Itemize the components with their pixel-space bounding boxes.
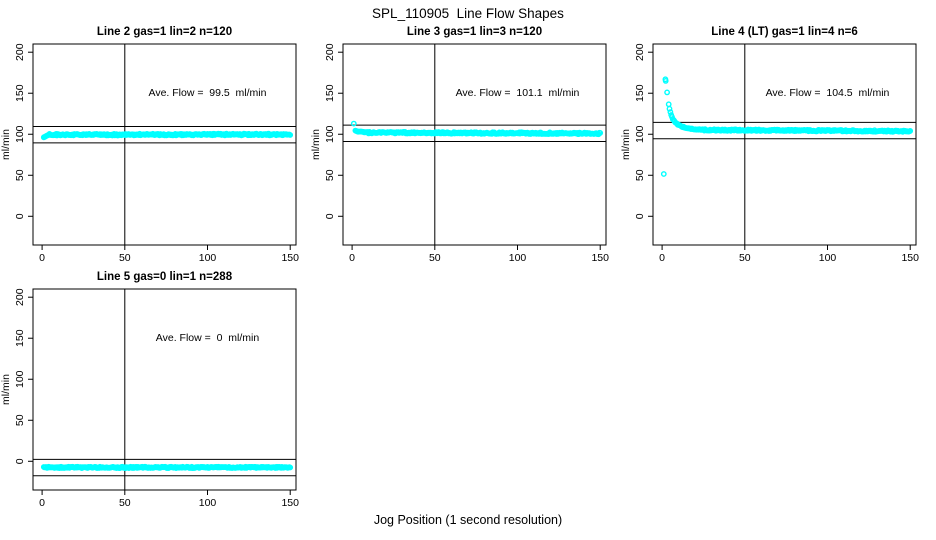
panel-1: 0 50 100 150 0 50 100 150 200 ml/min Line 2 gas=1 … bbox=[0, 26, 299, 264]
annotation: Ave. Flow = 104.5 ml/min bbox=[766, 87, 890, 99]
data-point bbox=[664, 89, 670, 96]
y-axis-title: ml/min bbox=[310, 129, 322, 160]
x-tick-label: 0 bbox=[659, 252, 665, 264]
axis-box bbox=[342, 43, 607, 246]
x-tick-label: 0 bbox=[39, 252, 45, 264]
panel-title: Line 5 gas=0 lin=1 n=288 bbox=[97, 271, 233, 283]
y-tick-label: 50 bbox=[634, 169, 646, 181]
panel-title: Line 2 gas=1 lin=2 n=120 bbox=[97, 26, 232, 38]
y-tick-label: 50 bbox=[14, 169, 26, 181]
y-axis-title: ml/min bbox=[0, 374, 12, 405]
panel-title: Line 3 gas=1 lin=3 n=120 bbox=[407, 26, 542, 38]
y-tick-label: 150 bbox=[324, 84, 336, 102]
annotation: Ave. Flow = 101.1 ml/min bbox=[456, 87, 580, 99]
data-point bbox=[662, 78, 669, 84]
x-tick-label: 50 bbox=[429, 252, 441, 264]
data-point bbox=[287, 464, 294, 471]
y-tick-label: 100 bbox=[14, 125, 26, 143]
y-axis-title: ml/min bbox=[0, 129, 12, 160]
data-points bbox=[40, 463, 294, 471]
panel-3: 0 50 100 150 0 50 100 150 200 ml/min Line 4 (LT) g… bbox=[620, 26, 919, 264]
x-tick-label: 150 bbox=[281, 252, 299, 264]
x-tick-label: 150 bbox=[281, 497, 299, 509]
figure-title: SPL_110905 Line Flow Shapes bbox=[372, 6, 564, 21]
y-tick-label: 200 bbox=[634, 43, 646, 61]
x-tick-label: 50 bbox=[119, 497, 131, 509]
x-tick-label: 150 bbox=[901, 252, 919, 264]
y-tick-label: 100 bbox=[14, 370, 26, 388]
y-tick-label: 100 bbox=[634, 125, 646, 143]
panel-title: Line 4 (LT) gas=1 lin=4 n=6 bbox=[711, 26, 857, 38]
x-axis-label: Jog Position (1 second resolution) bbox=[373, 513, 563, 527]
x-tick-label: 100 bbox=[199, 252, 217, 264]
y-tick-label: 150 bbox=[634, 84, 646, 102]
annotation: Ave. Flow = 99.5 ml/min bbox=[149, 87, 267, 99]
x-tick-label: 100 bbox=[199, 497, 217, 509]
panel-4: 0 50 100 150 0 50 100 150 200 ml/min Line 5 gas=0 … bbox=[0, 271, 299, 509]
data-point bbox=[350, 120, 357, 127]
data-point bbox=[667, 109, 674, 116]
x-tick-label: 0 bbox=[349, 252, 355, 264]
panel-2: 0 50 100 150 0 50 100 150 200 ml/min Line 3 gas=1 … bbox=[310, 26, 609, 264]
x-tick-label: 150 bbox=[591, 252, 609, 264]
y-tick-label: 0 bbox=[14, 213, 26, 219]
data-points bbox=[350, 120, 604, 138]
y-tick-label: 0 bbox=[634, 213, 646, 219]
x-tick-label: 50 bbox=[739, 252, 751, 264]
y-tick-label: 100 bbox=[324, 125, 336, 143]
y-tick-label: 200 bbox=[14, 288, 26, 306]
y-tick-label: 50 bbox=[14, 414, 26, 426]
axis-box bbox=[32, 43, 297, 246]
y-tick-label: 200 bbox=[324, 43, 336, 61]
x-tick-label: 100 bbox=[509, 252, 527, 264]
data-point bbox=[665, 101, 672, 108]
y-tick-label: 200 bbox=[14, 43, 26, 61]
data-points bbox=[660, 76, 914, 177]
annotation: Ave. Flow = 0 ml/min bbox=[156, 332, 260, 344]
data-point bbox=[666, 105, 673, 112]
x-tick-label: 100 bbox=[819, 252, 837, 264]
y-tick-label: 50 bbox=[324, 169, 336, 181]
axis-box bbox=[32, 288, 297, 491]
data-points bbox=[40, 130, 294, 141]
axis-box bbox=[652, 43, 917, 246]
data-point bbox=[287, 132, 294, 138]
y-axis-title: ml/min bbox=[620, 129, 632, 160]
x-tick-label: 50 bbox=[119, 252, 131, 264]
y-tick-label: 0 bbox=[14, 458, 26, 464]
data-point bbox=[597, 129, 604, 136]
y-tick-label: 150 bbox=[14, 84, 26, 102]
y-tick-label: 0 bbox=[324, 213, 336, 219]
data-point bbox=[907, 127, 914, 134]
x-tick-label: 0 bbox=[39, 497, 45, 509]
y-tick-label: 150 bbox=[14, 329, 26, 347]
data-point bbox=[660, 171, 667, 177]
